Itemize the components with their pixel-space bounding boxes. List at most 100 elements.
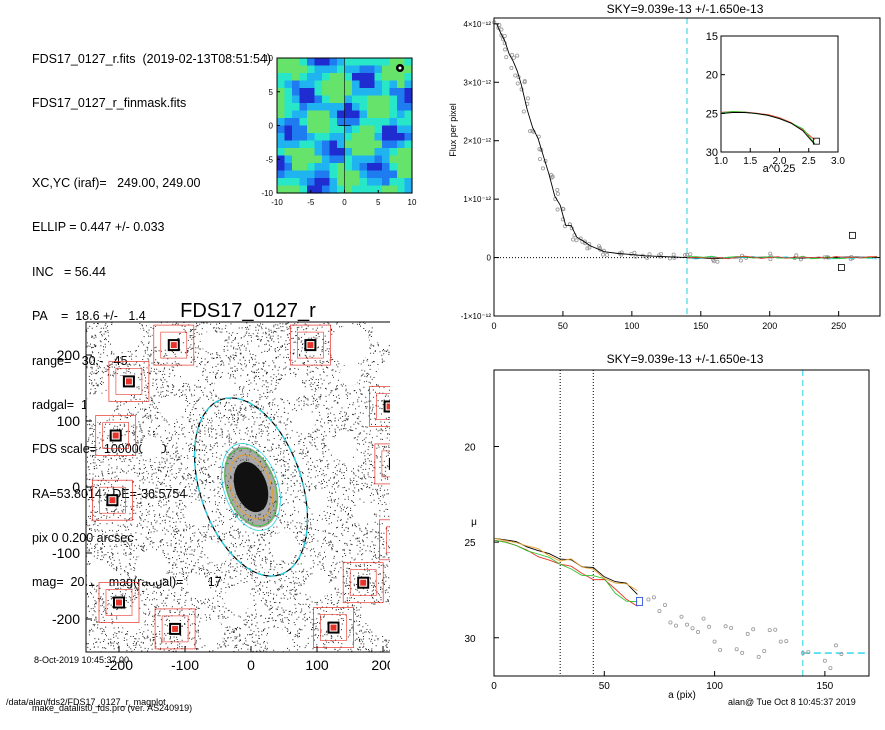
heatmap-cell: [315, 178, 323, 186]
heatmap-cell: [292, 103, 300, 111]
heatmap-cell: [397, 141, 405, 149]
info-line-param: INC = 56.44: [32, 265, 271, 280]
heatmap-cell: [397, 118, 405, 126]
heatmap-cell: [292, 58, 300, 66]
mu-point: [647, 598, 650, 601]
mu-plot-content: [494, 370, 869, 676]
heatmap-cell: [322, 178, 330, 186]
heatmap-cell: [345, 88, 353, 96]
heatmap-cell: [397, 171, 405, 179]
star-marker-core: [126, 378, 132, 384]
mu-point: [658, 609, 661, 612]
y-tick-label: 30: [464, 634, 476, 645]
heatmap-cell: [382, 186, 390, 194]
heatmap-cell: [307, 111, 315, 119]
info-line-param: XC,YC (iraf)= 249.00, 249.00: [32, 176, 271, 191]
heatmap-cell: [307, 88, 315, 96]
mu-point: [741, 651, 744, 654]
x-tick-label: -10: [271, 198, 283, 207]
mu-profile-line: [494, 540, 637, 606]
heatmap-cell: [300, 111, 308, 119]
heatmap-cell: [352, 163, 360, 171]
heatmap-cell: [390, 163, 398, 171]
heatmap-cell: [405, 156, 413, 164]
heatmap-cell: [285, 163, 293, 171]
heatmap-cell: [292, 96, 300, 104]
flux-point: [571, 238, 574, 241]
x-tick-label: 0: [491, 321, 496, 331]
heatmap-cell: [405, 73, 413, 81]
mask-blob: [109, 319, 141, 351]
heatmap-cell: [352, 96, 360, 104]
mask-blob: [306, 489, 328, 511]
heatmap-cell: [345, 156, 353, 164]
flux-point: [504, 48, 507, 51]
flux-point: [512, 56, 515, 59]
heatmap-cell: [307, 73, 315, 81]
heatmap-cell: [345, 111, 353, 119]
heatmap-cell: [390, 88, 398, 96]
flux-plot-title: SKY=9.039e-13 +/-1.650e-13: [607, 2, 764, 16]
heatmap-cell: [277, 178, 285, 186]
heatmap-cell: [367, 148, 375, 156]
heatmap-cell: [352, 73, 360, 81]
heatmap-cell: [307, 178, 315, 186]
heatmap-cell: [360, 178, 368, 186]
flux-point: [586, 247, 589, 250]
heatmap-cell: [337, 186, 345, 194]
mask-blob: [330, 434, 357, 461]
heatmap-cell: [315, 148, 323, 156]
y-tick-label: 15: [706, 31, 718, 43]
heatmap-cell: [360, 126, 368, 134]
heatmap-cell: [292, 81, 300, 89]
heatmap-cell: [375, 141, 383, 149]
heatmap-cell: [300, 96, 308, 104]
x-tick-label: 10: [408, 198, 417, 207]
y-tick-label: 100: [57, 413, 81, 429]
heatmap-cell: [382, 58, 390, 66]
heatmap-cell: [285, 133, 293, 141]
heatmap-cell: [360, 118, 368, 126]
heatmap-cell: [390, 96, 398, 104]
heatmap-cell: [337, 66, 345, 74]
heatmap-cell: [375, 171, 383, 179]
heatmap-cell: [382, 88, 390, 96]
mu-point: [685, 623, 688, 626]
heatmap-cell: [382, 126, 390, 134]
heatmap-cell: [337, 111, 345, 119]
heatmap-cell: [285, 58, 293, 66]
heatmap-cell: [285, 148, 293, 156]
heatmap-cell: [345, 148, 353, 156]
heatmap-cell: [367, 126, 375, 134]
heatmap-cell: [345, 178, 353, 186]
heatmap-cell: [292, 133, 300, 141]
heatmap-cell: [375, 96, 383, 104]
flux-point: [526, 97, 529, 100]
heatmap-cell: [337, 88, 345, 96]
heatmap-cell: [337, 133, 345, 141]
heatmap-cell: [345, 96, 353, 104]
info-line-mask: FDS17_0127_r_finmask.fits: [32, 96, 271, 111]
heatmap-cell: [300, 141, 308, 149]
heatmap-cell: [367, 111, 375, 119]
heatmap-cell: [292, 141, 300, 149]
heatmap-cell: [292, 111, 300, 119]
heatmap-cell: [322, 141, 330, 149]
mask-blob: [85, 393, 114, 422]
heatmap-cell: [330, 186, 338, 194]
x-tick-label: 2.5: [802, 156, 816, 167]
flux-point: [633, 251, 636, 254]
heatmap-cell: [382, 96, 390, 104]
heatmap-cell: [390, 171, 398, 179]
y-tick-label: 20: [706, 70, 718, 82]
heatmap-cell: [300, 118, 308, 126]
heatmap-cell: [307, 96, 315, 104]
heatmap-cell: [300, 186, 308, 194]
heatmap-cell: [345, 66, 353, 74]
heatmap-cell: [337, 156, 345, 164]
heatmap-cell: [322, 118, 330, 126]
heatmap-cell: [390, 73, 398, 81]
heatmap-cell: [315, 171, 323, 179]
x-tick-label: 200: [371, 657, 390, 673]
